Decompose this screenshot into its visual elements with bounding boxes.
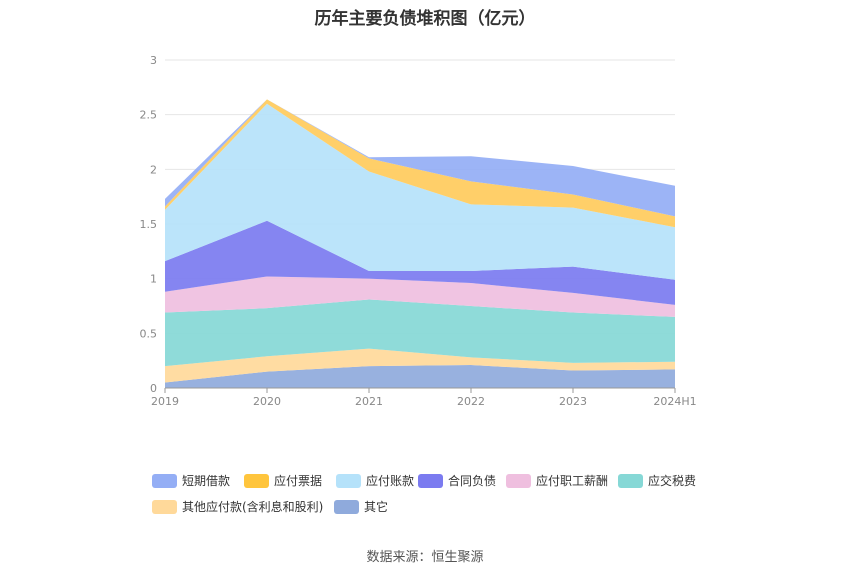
area-series-8 [165, 99, 675, 217]
legend-swatch [152, 499, 177, 514]
y-tick-label: 2 [150, 163, 157, 176]
area-series [165, 99, 675, 388]
chart-title: 历年主要负债堆积图（亿元） [314, 9, 536, 29]
area-series-4 [165, 276, 675, 317]
y-tick-label: 2.5 [140, 109, 158, 122]
legend-item[interactable]: 应付职工薪酬 [506, 472, 608, 489]
legend-label: 应付票据 [274, 474, 323, 488]
legend-item[interactable]: 其他应付款(含利息和股利) [152, 498, 323, 515]
x-tick-label: 2021 [355, 395, 383, 408]
legend-label: 短期借款 [182, 474, 231, 488]
area-series-7 [165, 99, 675, 228]
legend-label: 其他应付款(含利息和股利) [182, 500, 324, 514]
legend-swatch [244, 473, 269, 488]
legend-swatch [506, 473, 531, 488]
legend-item[interactable]: 合同负债 [418, 472, 496, 489]
data-source: 数据来源：恒生聚源 [366, 550, 484, 565]
x-tick-label: 2020 [253, 395, 281, 408]
legend-swatch [336, 473, 361, 488]
legend-item[interactable]: 应交税费 [618, 472, 696, 489]
legend-label: 应付账款 [366, 474, 415, 488]
y-tick-label: 3 [150, 54, 157, 67]
legend-swatch [618, 473, 643, 488]
area-series-5 [165, 220, 675, 305]
legend-label: 其它 [364, 500, 389, 514]
axes: 0 0.5 1 1.5 2 2.5 3 2019 2020 2021 2022 2023 2024H1 [140, 54, 697, 408]
y-tick-label: 0.5 [140, 327, 158, 340]
x-tick-label: 2022 [457, 395, 485, 408]
area-series-3 [165, 299, 675, 367]
legend-item[interactable]: 短期借款 [152, 472, 230, 489]
legend-item[interactable]: 应付票据 [244, 472, 322, 489]
y-tick-label: 1 [150, 273, 157, 286]
area-series-1 [165, 365, 675, 388]
legend-item[interactable]: 应付账款 [336, 472, 414, 489]
legend-swatch [152, 473, 177, 488]
legend-swatch [334, 499, 359, 514]
area-series-2 [165, 348, 675, 383]
y-tick-label: 0 [150, 382, 157, 395]
y-tick-label: 1.5 [140, 218, 158, 231]
x-tick-label: 2023 [559, 395, 587, 408]
legend-label: 合同负债 [448, 474, 497, 488]
legend-label: 应交税费 [648, 474, 697, 488]
legend-item[interactable]: 其它 [334, 498, 388, 515]
legend-swatch [418, 473, 443, 488]
x-tick-label: 2024H1 [653, 395, 696, 408]
area-series-6 [165, 103, 675, 280]
legend-label: 应付职工薪酬 [536, 474, 609, 488]
x-tick-label: 2019 [151, 395, 179, 408]
